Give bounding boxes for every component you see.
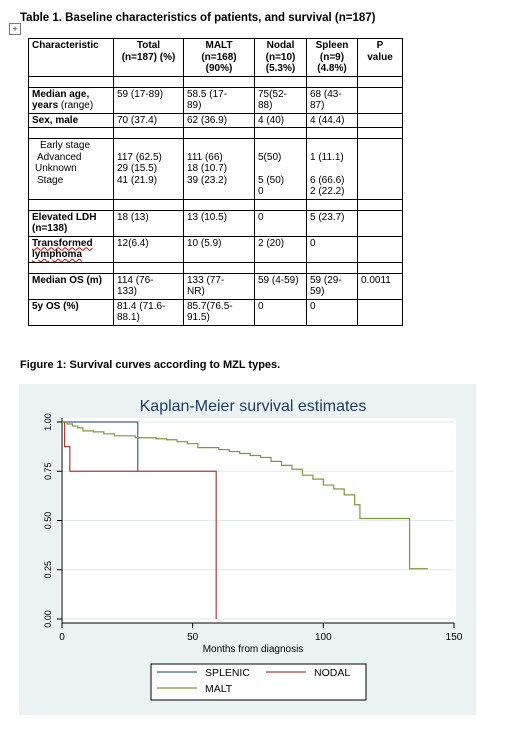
table-spacer-row bbox=[28, 261, 403, 274]
series-line-splenic bbox=[62, 421, 139, 472]
x-tick-label: 0 bbox=[59, 632, 65, 643]
table-spacer-row bbox=[28, 127, 403, 139]
series-line-malt bbox=[62, 421, 428, 570]
header-nodal: Nodal (n=10) (5.3%) bbox=[254, 38, 307, 77]
x-tick-label: 150 bbox=[446, 632, 463, 643]
legend-label-nodal: NODAL bbox=[314, 667, 350, 679]
header-total: Total (n=187) (%) bbox=[113, 38, 184, 77]
header-malt: MALT (n=168) (90%) bbox=[183, 38, 255, 77]
table-spacer-row bbox=[28, 75, 403, 88]
x-axis-label: Months from diagnosis bbox=[203, 644, 304, 655]
legend-label-splenic: SPLENIC bbox=[205, 667, 250, 679]
x-tick-label: 50 bbox=[187, 632, 199, 643]
header-characteristic: Characteristic bbox=[28, 38, 114, 77]
table-row-transformed: Transformed lymphoma 12(6.4) 10 (5.9) 2 (… bbox=[28, 235, 403, 263]
y-tick-label: 0.75 bbox=[43, 462, 53, 480]
table-row-sex: Sex, male 70 (37.4) 62 (36.9) 4 (40) 4 (… bbox=[28, 112, 403, 128]
table-title: Table 1. Baseline characteristics of pat… bbox=[20, 12, 376, 24]
y-tick-label: 1.00 bbox=[43, 413, 53, 431]
figure-title: Figure 1: Survival curves according to M… bbox=[20, 359, 281, 371]
legend-box bbox=[150, 663, 367, 701]
table-spacer-row bbox=[28, 198, 403, 211]
table-header-row: Characteristic Total (n=187) (%) MALT (n=1… bbox=[28, 38, 403, 77]
header-spleen: Spleen (n=9) (4.8%) bbox=[306, 38, 358, 77]
table-row-median-os: Median OS (m) 114 (76- 133) 133 (77- NR) 5… bbox=[28, 272, 403, 300]
table-move-handle-icon[interactable]: + bbox=[9, 23, 21, 35]
table-row-ldh: Elevated LDH (n=138) 18 (13) 13 (10.5) 0 … bbox=[28, 209, 403, 237]
y-tick-label: 0.00 bbox=[43, 610, 53, 628]
km-chart: Kaplan-Meier survival estimates 0.00 0.25 0… bbox=[19, 384, 476, 715]
y-tick-label: 0.50 bbox=[43, 512, 53, 530]
baseline-table: Characteristic Total (n=187) (%) MALT (n=1… bbox=[28, 38, 403, 326]
chart-title: Kaplan-Meier survival estimates bbox=[140, 398, 367, 415]
table-row-age: Median age, years (range) 59 (17-89) 58.5… bbox=[28, 86, 403, 114]
table-row-5y-os: 5y OS (%) 81.4 (71.6- 88.1) 85.7(76.5- 91.… bbox=[28, 298, 403, 326]
table-row-stage: Early stage Advanced Unknown Stage 117 (… bbox=[28, 138, 403, 200]
y-tick-label: 0.25 bbox=[43, 561, 53, 579]
legend-label-malt: MALT bbox=[205, 683, 233, 695]
x-tick-label: 100 bbox=[315, 632, 332, 643]
